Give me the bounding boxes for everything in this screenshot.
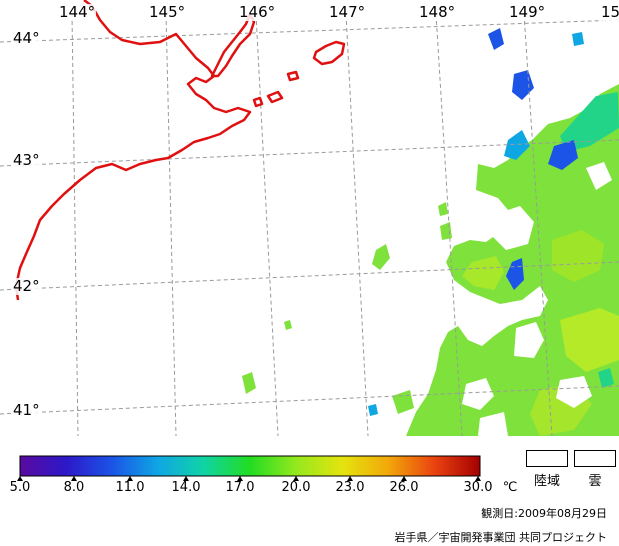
colorbar-tick-label: 23.0: [335, 480, 365, 495]
colorbar-unit: ℃: [502, 480, 518, 495]
coastline-kunashir: [210, 12, 256, 78]
observation-date: 観測日:2009年08月29日: [481, 507, 607, 520]
cloud-legend-label: 雲: [588, 474, 602, 489]
sst-small-patch-b: [242, 372, 256, 394]
sst-cool-edge: [504, 130, 530, 160]
graticule-parallel: [0, 19, 619, 43]
coastline-habomai-3: [286, 70, 300, 82]
sst-lime-patch-2: [552, 230, 604, 282]
cloud-hole: [586, 162, 612, 190]
coastline-shikotan: [312, 40, 346, 66]
graticule-meridian: [165, 13, 177, 436]
colorbar-tick-mark: [183, 476, 189, 481]
sst-blue-cluster-2: [488, 28, 504, 50]
colorbar-outline: [19, 455, 481, 477]
lon-label-144: 144°: [58, 3, 97, 21]
graticule-parallel: [0, 261, 619, 291]
lat-label-42: 42°: [12, 277, 41, 295]
lat-label-44: 44°: [12, 29, 41, 47]
lon-label-147: 147°: [328, 3, 367, 21]
cloud-hole: [478, 412, 508, 436]
colorbar-tick-label: 17.0: [225, 480, 255, 495]
colorbar-tick-label: 26.0: [389, 480, 419, 495]
graticule: [0, 13, 619, 436]
sst-small-patch-e: [392, 390, 414, 414]
sst-cool-spot: [548, 140, 578, 170]
sst-lime-patch-3: [560, 308, 619, 372]
colorbar-tick-label: 30.0: [463, 480, 493, 495]
credit-line: 岩手県／宇宙開発事業団 共同プロジェクト: [394, 531, 608, 544]
sst-small-patch-a: [372, 244, 390, 270]
sst-greenblue-band: [560, 92, 619, 152]
graticule-meridian: [523, 13, 553, 436]
lon-label-150: 15: [600, 4, 619, 21]
cloud-hole: [462, 378, 494, 410]
colorbar-tick-label: 8.0: [63, 480, 85, 495]
lat-label-41: 41°: [12, 401, 41, 419]
sst-small-patch-d: [440, 222, 452, 240]
sst-lime-patch: [462, 256, 504, 290]
colorbar-tick-label: 20.0: [281, 480, 311, 495]
graticule-meridian: [71, 13, 79, 436]
colorbar-tick-mark: [347, 476, 353, 481]
sst-small-patch-h: [598, 368, 614, 388]
coastline: [14, 0, 346, 301]
colorbar-tick-mark: [17, 476, 23, 481]
graticule-meridian: [435, 13, 463, 436]
colorbar-tick-label: 5.0: [9, 480, 31, 495]
colorbar-tick-label: 11.0: [115, 480, 145, 495]
lon-label-148: 148°: [418, 3, 457, 21]
colorbar-gradient: [20, 456, 480, 476]
cloud-mask: [462, 162, 612, 436]
colorbar-tick-mark: [127, 476, 133, 481]
cloud-legend-swatch: [574, 450, 616, 467]
sst-blue-cluster: [512, 70, 534, 100]
lon-label-149: 149°: [508, 3, 547, 21]
lat-label-43: 43°: [12, 151, 41, 169]
graticule-meridian: [255, 13, 279, 436]
lon-label-146: 146°: [238, 3, 277, 21]
land-legend-swatch: [526, 450, 568, 467]
colorbar-tick-mark: [71, 476, 77, 481]
sst-small-patch-c: [438, 202, 448, 216]
graticule-meridian: [345, 13, 369, 436]
coastline-hokkaido: [14, 0, 252, 301]
colorbar-tick-mark: [401, 476, 407, 481]
sst-small-patch-f: [284, 320, 292, 330]
colorbar-tick-mark: [475, 476, 481, 481]
cloud-hole: [556, 376, 592, 408]
sst-cyan-bit: [572, 32, 584, 46]
land-legend-label: 陸域: [533, 474, 560, 489]
cloud-hole: [514, 322, 544, 358]
colorbar-tick-mark: [237, 476, 243, 481]
graticule-parallel: [0, 385, 619, 415]
colorbar-tick-mark: [293, 476, 299, 481]
sst-cool-edge-2: [506, 258, 524, 290]
coastline-habomai-2: [252, 96, 264, 108]
sst-small-patch-g: [368, 404, 378, 416]
coastline-habomai: [266, 90, 284, 104]
colorbar: [17, 455, 481, 481]
lon-label-145: 145°: [148, 3, 187, 21]
graticule-parallel: [0, 139, 619, 167]
sst-field: [242, 28, 619, 436]
cloud-hole: [492, 206, 534, 250]
colorbar-tick-label: 14.0: [171, 480, 201, 495]
